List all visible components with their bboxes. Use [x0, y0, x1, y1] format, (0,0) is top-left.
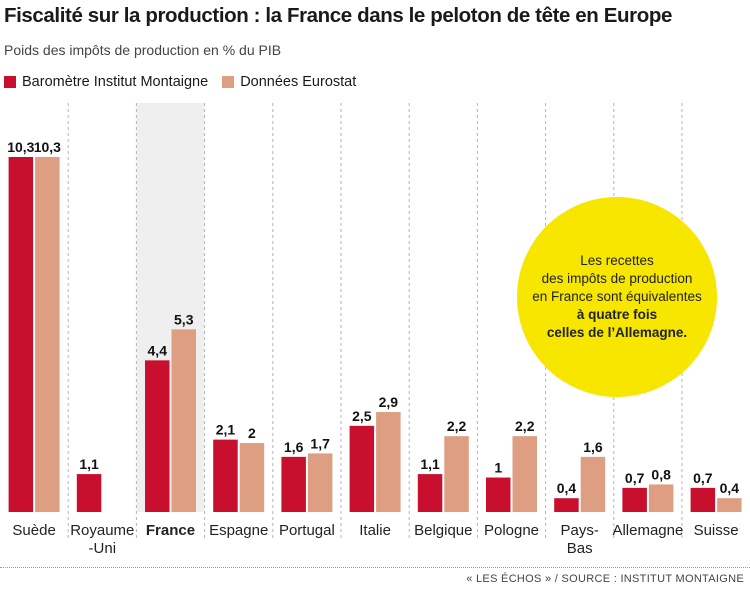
bar-eurostat — [239, 443, 265, 512]
chart-title: Fiscalité sur la production : la France … — [4, 4, 672, 27]
legend-swatch-montaigne — [4, 76, 16, 88]
source-footer: « LES ÉCHOS » / SOURCE : INSTITUT MONTAI… — [466, 573, 744, 585]
data-label: 1,1 — [79, 456, 99, 472]
legend-item-montaigne: Baromètre Institut Montaigne — [4, 74, 208, 90]
callout-bubble: Les recettes des impôts de production en… — [517, 197, 717, 397]
data-label: 1 — [494, 460, 502, 476]
category-label: Portugal — [279, 522, 335, 539]
callout-bold-line: à quatre fois — [576, 307, 658, 322]
category-label: Allemagne — [612, 522, 683, 539]
category-label: France — [146, 522, 195, 539]
category-label: Suisse — [694, 522, 739, 539]
bar-montaigne — [145, 360, 170, 512]
category-label: Belgique — [414, 522, 472, 539]
bar-eurostat — [717, 498, 742, 512]
footer-divider — [0, 567, 750, 568]
data-label: 2,5 — [352, 408, 372, 424]
bar-montaigne — [349, 425, 375, 512]
data-label: 2 — [248, 425, 256, 441]
callout-bold-line: celles de l’Allemagne. — [546, 325, 688, 340]
bar-montaigne — [622, 487, 647, 512]
bar-montaigne — [417, 474, 443, 512]
data-label: 5,3 — [174, 311, 194, 327]
data-label: 4,4 — [148, 342, 168, 358]
bar-eurostat — [444, 436, 469, 512]
data-label: 0,8 — [651, 466, 671, 482]
category-label: Italie — [359, 522, 391, 539]
category-label: Suède — [12, 522, 55, 539]
callout-line: des impôts de production — [541, 271, 693, 286]
bar-montaigne — [76, 474, 102, 512]
bar-eurostat — [580, 456, 606, 512]
data-label: 1,7 — [310, 435, 330, 451]
callout-line: Les recettes — [580, 253, 654, 268]
bar-eurostat — [512, 436, 537, 512]
data-label: 2,2 — [515, 418, 535, 434]
data-label: 10,3 — [34, 139, 61, 155]
bar-eurostat — [648, 484, 674, 512]
bar-montaigne — [8, 157, 34, 512]
category-label: Pays- — [561, 522, 599, 539]
data-label: 0,4 — [720, 480, 740, 496]
data-label: 0,7 — [693, 470, 713, 486]
data-label: 1,6 — [583, 439, 603, 455]
bar-eurostat — [376, 412, 401, 512]
data-label: 2,1 — [216, 422, 236, 438]
bar-eurostat — [307, 453, 333, 512]
data-label: 10,3 — [7, 139, 34, 155]
legend-label-montaigne: Baromètre Institut Montaigne — [22, 74, 209, 90]
callout-line: en France sont équivalentes — [532, 289, 702, 304]
data-label: 1,1 — [420, 456, 440, 472]
legend: Baromètre Institut Montaigne Données Eur… — [4, 74, 370, 90]
legend-label-eurostat: Données Eurostat — [240, 74, 357, 90]
data-label: 2,2 — [447, 418, 467, 434]
category-label: Royaume — [70, 522, 134, 539]
category-label: Espagne — [209, 522, 268, 539]
chart-subtitle: Poids des impôts de production en % du P… — [4, 42, 282, 58]
bar-montaigne — [554, 498, 579, 512]
bar-montaigne — [486, 477, 511, 512]
bar-montaigne — [690, 487, 716, 512]
data-label: 2,9 — [379, 394, 399, 410]
bar-montaigne — [281, 456, 306, 512]
data-label: 0,7 — [625, 470, 645, 486]
legend-item-eurostat: Données Eurostat — [222, 74, 356, 90]
bar-montaigne — [213, 439, 238, 512]
legend-swatch-eurostat — [222, 76, 235, 88]
data-label: 1,6 — [284, 439, 304, 455]
category-label: -Uni — [89, 540, 117, 557]
category-label: Pologne — [484, 522, 539, 539]
category-label: Bas — [567, 540, 593, 557]
data-label: 0,4 — [557, 480, 577, 496]
bar-eurostat — [171, 329, 196, 512]
bar-eurostat — [35, 157, 60, 512]
